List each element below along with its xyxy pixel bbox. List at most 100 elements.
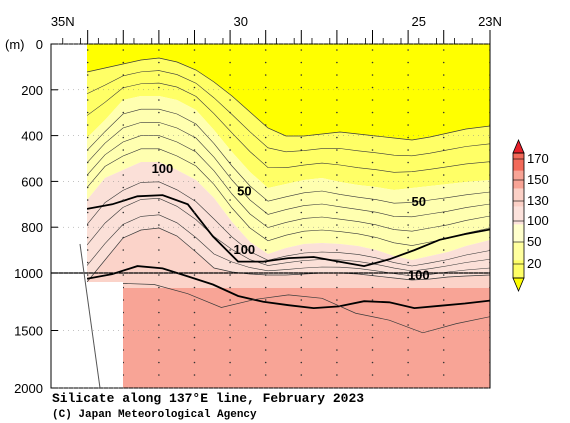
- sample-point: [158, 186, 160, 189]
- sample-point: [371, 349, 374, 351]
- sample-point: [371, 299, 374, 301]
- sample-point: [229, 174, 231, 176]
- colorbar-segment: [513, 242, 524, 261]
- sample-point: [442, 74, 445, 76]
- depth-label: 1000: [14, 266, 43, 281]
- sample-point: [193, 236, 196, 239]
- sample-point: [229, 61, 231, 64]
- sample-point: [371, 124, 374, 126]
- latitude-label: 30: [234, 14, 248, 29]
- latitude-labels: 35N 30 25 23N: [51, 14, 502, 29]
- sample-point: [371, 49, 374, 51]
- sample-point: [122, 236, 125, 239]
- depth-label: 200: [21, 83, 43, 98]
- sample-point: [264, 74, 267, 76]
- sample-point: [300, 236, 303, 239]
- depth-label: 800: [21, 220, 43, 235]
- sample-point: [86, 74, 89, 76]
- sample-point: [193, 249, 196, 251]
- sample-point: [442, 186, 445, 189]
- sample-point: [193, 174, 196, 176]
- sample-point: [229, 274, 231, 276]
- sample-point: [158, 349, 160, 351]
- sample-point: [229, 349, 231, 351]
- sample-point: [193, 211, 196, 214]
- sample-point: [229, 211, 231, 214]
- sample-point: [264, 249, 267, 251]
- sample-point: [193, 224, 196, 226]
- sample-point: [371, 361, 374, 364]
- sample-point: [86, 199, 89, 201]
- sample-point: [371, 111, 374, 114]
- sample-point: [158, 124, 160, 126]
- sample-point: [86, 236, 89, 239]
- sample-point: [122, 274, 125, 276]
- sample-point: [407, 124, 409, 126]
- sample-point: [371, 174, 374, 176]
- colorbar-label: 170: [527, 151, 549, 166]
- sample-point: [264, 349, 267, 351]
- sample-point: [336, 236, 338, 239]
- sample-point: [229, 336, 231, 339]
- sample-point: [158, 136, 160, 139]
- sample-point: [86, 174, 89, 176]
- sample-point: [264, 49, 267, 51]
- sample-point: [264, 299, 267, 301]
- sample-point: [407, 99, 409, 101]
- sample-point: [122, 186, 125, 189]
- bold-contour-100: [86, 265, 490, 310]
- sample-point: [300, 374, 303, 376]
- sample-point: [442, 299, 445, 301]
- depth-unit-label: (m): [5, 37, 25, 52]
- sample-point: [193, 111, 196, 114]
- contour-line: [86, 122, 490, 218]
- sample-point: [442, 174, 445, 176]
- plot-frame: [50, 43, 491, 389]
- sample-point: [371, 86, 374, 89]
- colorbar-bottom-arrow: [512, 277, 525, 293]
- sample-point: [122, 199, 125, 201]
- sample-point: [442, 374, 445, 376]
- sample-point: [264, 136, 267, 139]
- sample-point: [300, 124, 303, 126]
- sample-point: [300, 249, 303, 251]
- sample-point: [300, 324, 303, 326]
- sample-point: [407, 349, 409, 351]
- sample-point: [229, 311, 231, 314]
- sample-point: [86, 86, 89, 89]
- sample-point: [442, 199, 445, 201]
- sample-point: [407, 49, 409, 51]
- sample-point: [229, 199, 231, 201]
- sample-point: [193, 349, 196, 351]
- sample-point: [86, 136, 89, 139]
- sample-point: [336, 49, 338, 51]
- colorbar: 20 50 100 130 150 170: [512, 138, 549, 293]
- sample-point: [193, 324, 196, 326]
- sample-point: [407, 149, 409, 151]
- sample-point: [371, 336, 374, 339]
- sample-point: [442, 49, 445, 51]
- sample-point: [122, 261, 125, 264]
- sample-point: [442, 149, 445, 151]
- contour-line: [86, 197, 490, 272]
- sample-point: [442, 224, 445, 226]
- sample-point: [122, 86, 125, 89]
- sample-point: [122, 149, 125, 151]
- station-ticks: [62, 30, 491, 44]
- sample-point: [407, 324, 409, 326]
- sample-point: [442, 136, 445, 139]
- contour-line: [86, 108, 490, 204]
- sample-point: [336, 261, 338, 264]
- sample-point: [336, 124, 338, 126]
- depth-label: 0: [36, 37, 43, 52]
- sample-point: [407, 361, 409, 364]
- sample-point: [229, 374, 231, 376]
- sample-point: [264, 374, 267, 376]
- sample-point: [229, 286, 231, 289]
- sample-point: [407, 274, 409, 276]
- sample-point: [371, 211, 374, 214]
- colorbar-segment: [513, 206, 524, 225]
- sample-point: [86, 124, 89, 126]
- sample-point: [300, 224, 303, 226]
- plot-area: [51, 44, 490, 388]
